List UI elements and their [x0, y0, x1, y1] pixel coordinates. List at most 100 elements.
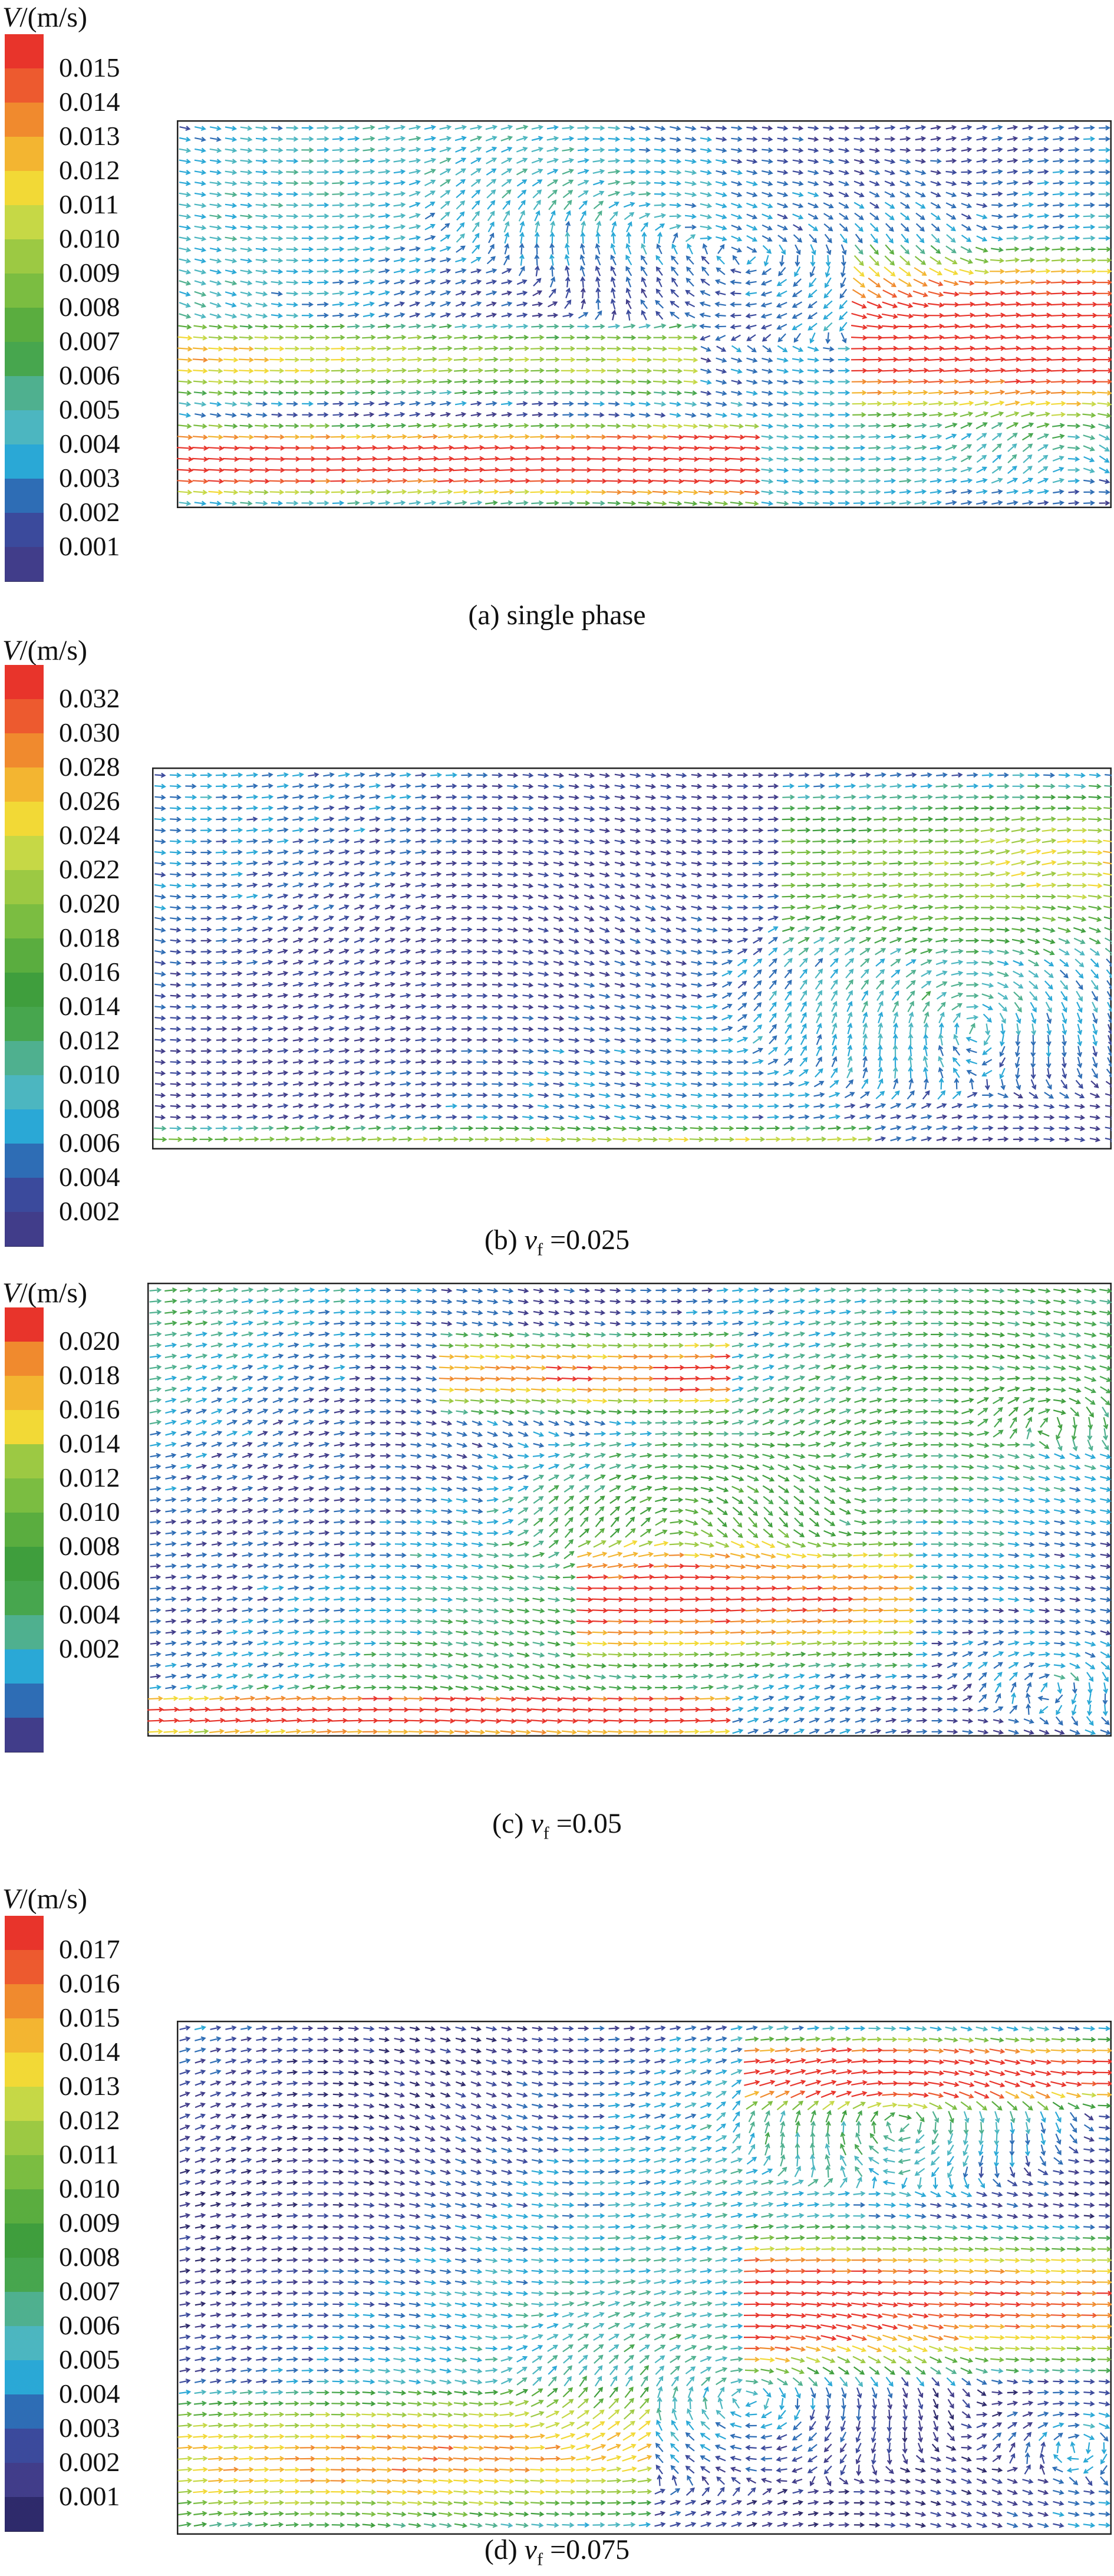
velocity-vector — [721, 1070, 733, 1076]
velocity-vector — [823, 357, 835, 363]
velocity-vector — [216, 905, 228, 910]
velocity-vector — [226, 1287, 239, 1293]
velocity-vector — [209, 302, 222, 308]
velocity-vector — [522, 861, 534, 867]
velocity-vector — [854, 212, 864, 220]
velocity-vector — [200, 993, 212, 999]
velocity-vector — [1052, 257, 1066, 263]
velocity-vector — [1107, 1057, 1112, 1068]
velocity-vector — [301, 268, 314, 274]
velocity-vector — [185, 949, 197, 955]
velocity-vector — [899, 136, 911, 141]
velocity-vector — [762, 181, 773, 186]
velocity-vector — [504, 243, 510, 255]
velocity-vector — [288, 1386, 299, 1392]
velocity-vector — [256, 1353, 269, 1359]
velocity-vector — [439, 345, 453, 351]
velocity-vector — [904, 882, 918, 888]
velocity-vector — [1068, 191, 1080, 197]
velocity-vector — [178, 423, 192, 429]
velocity-vector — [675, 1125, 688, 1131]
velocity-vector — [930, 170, 942, 175]
velocity-vector — [675, 850, 687, 855]
velocity-vector — [869, 1353, 882, 1359]
velocity-vector — [921, 1103, 932, 1109]
velocity-vector — [269, 357, 285, 363]
velocity-vector — [470, 1343, 485, 1349]
velocity-vector — [807, 434, 820, 440]
velocity-vector — [1104, 937, 1112, 944]
velocity-vector — [1030, 1002, 1037, 1013]
velocity-vector — [177, 335, 193, 341]
velocity-vector — [215, 783, 228, 789]
velocity-vector — [614, 1015, 626, 1021]
velocity-vector — [455, 290, 466, 296]
velocity-vector — [721, 872, 733, 878]
velocity-vector — [240, 192, 253, 197]
panel-caption: (a) single phase — [468, 599, 646, 631]
velocity-vector — [391, 445, 408, 450]
velocity-vector — [1097, 258, 1112, 263]
velocity-vector — [996, 849, 1011, 855]
velocity-vector — [898, 278, 912, 287]
velocity-vector — [347, 224, 360, 230]
velocity-vector — [731, 225, 743, 230]
velocity-vector — [492, 1092, 503, 1098]
velocity-vector — [670, 311, 680, 319]
velocity-vector — [277, 915, 289, 921]
velocity-vector — [578, 401, 590, 407]
velocity-vector — [991, 247, 1004, 253]
velocity-vector — [333, 1287, 346, 1293]
velocity-vector — [546, 500, 560, 506]
velocity-vector — [400, 927, 411, 932]
velocity-vector — [584, 783, 595, 789]
velocity-vector — [792, 345, 804, 352]
velocity-vector — [629, 795, 641, 801]
velocity-vector — [915, 223, 925, 232]
velocity-vector — [730, 170, 743, 176]
velocity-vector — [226, 1386, 238, 1392]
velocity-vector — [874, 904, 888, 910]
velocity-vector — [323, 1026, 335, 1032]
velocity-vector — [338, 993, 350, 999]
velocity-vector — [562, 324, 575, 330]
velocity-vector — [675, 816, 687, 822]
velocity-vector — [976, 158, 988, 164]
velocity-vector — [599, 1059, 611, 1065]
velocity-vector — [769, 1012, 777, 1023]
velocity-vector — [761, 456, 774, 462]
velocity-vector — [507, 949, 519, 955]
velocity-vector — [942, 367, 960, 373]
velocity-vector — [591, 489, 607, 495]
velocity-vector — [225, 169, 238, 175]
velocity-vector — [1103, 884, 1112, 887]
velocity-vector — [690, 1092, 703, 1098]
velocity-vector — [938, 1056, 944, 1068]
velocity-vector — [476, 1004, 488, 1010]
legend-tick-label: 0.014 — [59, 1428, 120, 1458]
velocity-vector — [318, 1309, 330, 1315]
velocity-vector — [645, 1115, 657, 1121]
velocity-vector — [499, 489, 515, 495]
velocity-vector — [623, 1343, 638, 1349]
velocity-vector — [851, 301, 867, 309]
velocity-vector — [292, 794, 304, 800]
velocity-vector — [369, 849, 381, 855]
legend-swatch — [5, 1478, 44, 1513]
velocity-vector — [530, 434, 545, 440]
velocity-vector — [317, 268, 329, 274]
velocity-vector — [660, 806, 672, 812]
velocity-vector — [996, 838, 1011, 844]
velocity-vector — [440, 301, 451, 307]
velocity-vector — [185, 905, 197, 911]
velocity-vector — [930, 423, 942, 429]
velocity-vector — [838, 345, 851, 351]
velocity-vector — [760, 313, 772, 319]
velocity-vector — [654, 191, 667, 197]
velocity-vector — [605, 478, 623, 484]
velocity-vector — [246, 927, 258, 932]
velocity-vector — [538, 1037, 549, 1043]
velocity-vector — [285, 423, 299, 429]
velocity-vector — [752, 794, 764, 800]
velocity-vector — [384, 1037, 396, 1043]
